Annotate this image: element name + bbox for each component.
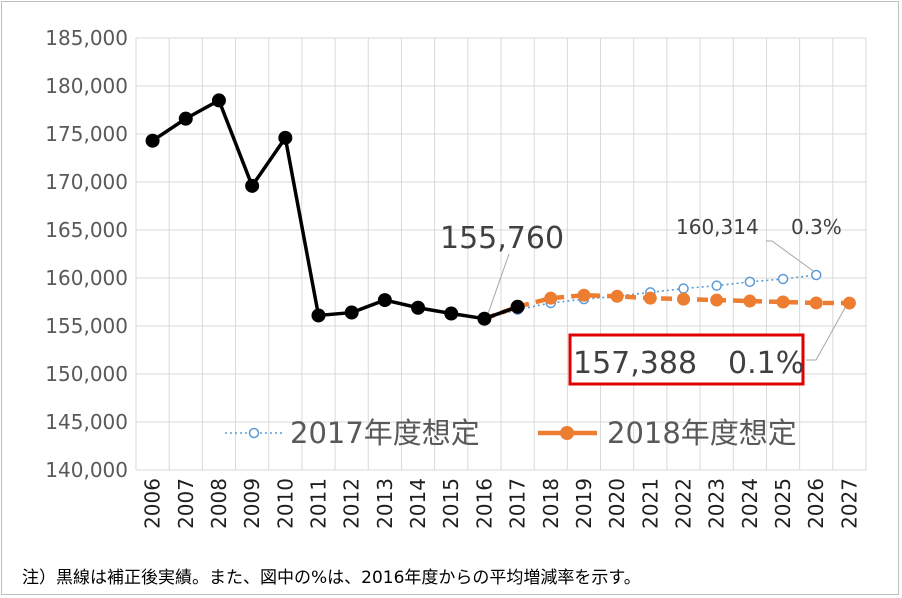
x-tick-label: 2006	[141, 478, 165, 529]
x-tick-label: 2016	[472, 478, 496, 529]
x-tick-label: 2025	[771, 478, 795, 529]
series-2018-point	[710, 293, 724, 307]
last-actual-label: 155,760	[440, 221, 564, 256]
x-tick-label: 2009	[240, 478, 264, 529]
series-actual-point	[145, 133, 160, 148]
series-2017-point	[678, 283, 689, 294]
label-leader-line	[766, 240, 814, 272]
series-actual-point	[278, 130, 293, 145]
series-actual-point	[178, 111, 193, 126]
y-tick-label: 180,000	[45, 74, 128, 98]
x-tick-label: 2008	[207, 478, 231, 529]
series-2018-point	[643, 291, 657, 305]
series-actual-point	[444, 306, 459, 321]
x-tick-label: 2026	[804, 478, 828, 529]
y-tick-label: 145,000	[45, 410, 128, 434]
series-actual-point	[344, 305, 359, 320]
x-tick-label: 2020	[605, 478, 629, 529]
series-2018-point	[610, 289, 624, 303]
y-tick-label: 155,000	[45, 314, 128, 338]
x-tick-label: 2007	[174, 478, 198, 529]
legend-2018-label: 2018年度想定	[607, 416, 797, 450]
series-2017-point	[711, 280, 722, 291]
plan-2018-value-label: 157,388	[573, 346, 697, 381]
plan-2017-rate-label: 0.3%	[791, 215, 842, 239]
x-tick-label: 2015	[439, 478, 463, 529]
x-tick-label: 2017	[506, 478, 530, 529]
series-2018-point	[809, 296, 823, 310]
x-tick-label: 2023	[705, 478, 729, 529]
series-2018-point	[743, 294, 757, 308]
highlight-box	[568, 333, 805, 386]
x-tick-label: 2013	[373, 478, 397, 529]
series-actual-point	[245, 178, 260, 193]
series-2018-point	[842, 296, 856, 310]
series-2017-point	[744, 276, 756, 288]
series-2018-point	[577, 288, 591, 302]
plan-2018-rate-label: 0.1%	[728, 346, 804, 381]
series-2018-point	[776, 295, 790, 309]
legend-2017-marker	[248, 427, 260, 439]
series-2018-point	[544, 291, 558, 305]
x-tick-label: 2021	[638, 478, 662, 529]
y-tick-label: 140,000	[45, 458, 128, 482]
series-actual-point	[411, 300, 426, 315]
legend-2017-label: 2017年度想定	[290, 416, 480, 450]
series-2017-point	[810, 269, 822, 281]
legend-2018-marker	[560, 426, 574, 440]
plan-2017-value-label: 160,314	[676, 215, 759, 239]
series-actual-point	[311, 308, 326, 323]
series-2018-point	[677, 292, 690, 306]
x-tick-label: 2011	[307, 478, 331, 529]
x-tick-label: 2014	[406, 478, 430, 529]
footnote: 注）黒線は補正後実績。また、図中の%は、2016年度からの平均増減率を示す。	[22, 568, 641, 588]
x-tick-label: 2022	[672, 478, 696, 529]
x-tick-label: 2018	[539, 478, 563, 529]
label-leader-line	[487, 253, 510, 313]
series-actual-point	[211, 93, 226, 108]
series-2017-point	[777, 273, 789, 285]
y-tick-label: 170,000	[45, 170, 128, 194]
x-tick-label: 2019	[572, 478, 596, 529]
y-tick-label: 185,000	[45, 26, 128, 50]
x-tick-label: 2012	[340, 478, 364, 529]
x-tick-label: 2010	[273, 478, 297, 529]
x-tick-label: 2024	[738, 478, 762, 529]
series-actual-point	[510, 299, 525, 314]
label-leader-line	[806, 306, 846, 361]
y-tick-label: 150,000	[45, 362, 128, 386]
series-actual-point	[377, 293, 392, 308]
y-tick-label: 165,000	[45, 218, 128, 242]
x-tick-label: 2027	[837, 478, 861, 529]
series-2017-line	[484, 274, 817, 320]
y-tick-label: 160,000	[45, 266, 128, 290]
y-tick-label: 175,000	[45, 122, 128, 146]
series-actual-point	[477, 311, 492, 326]
